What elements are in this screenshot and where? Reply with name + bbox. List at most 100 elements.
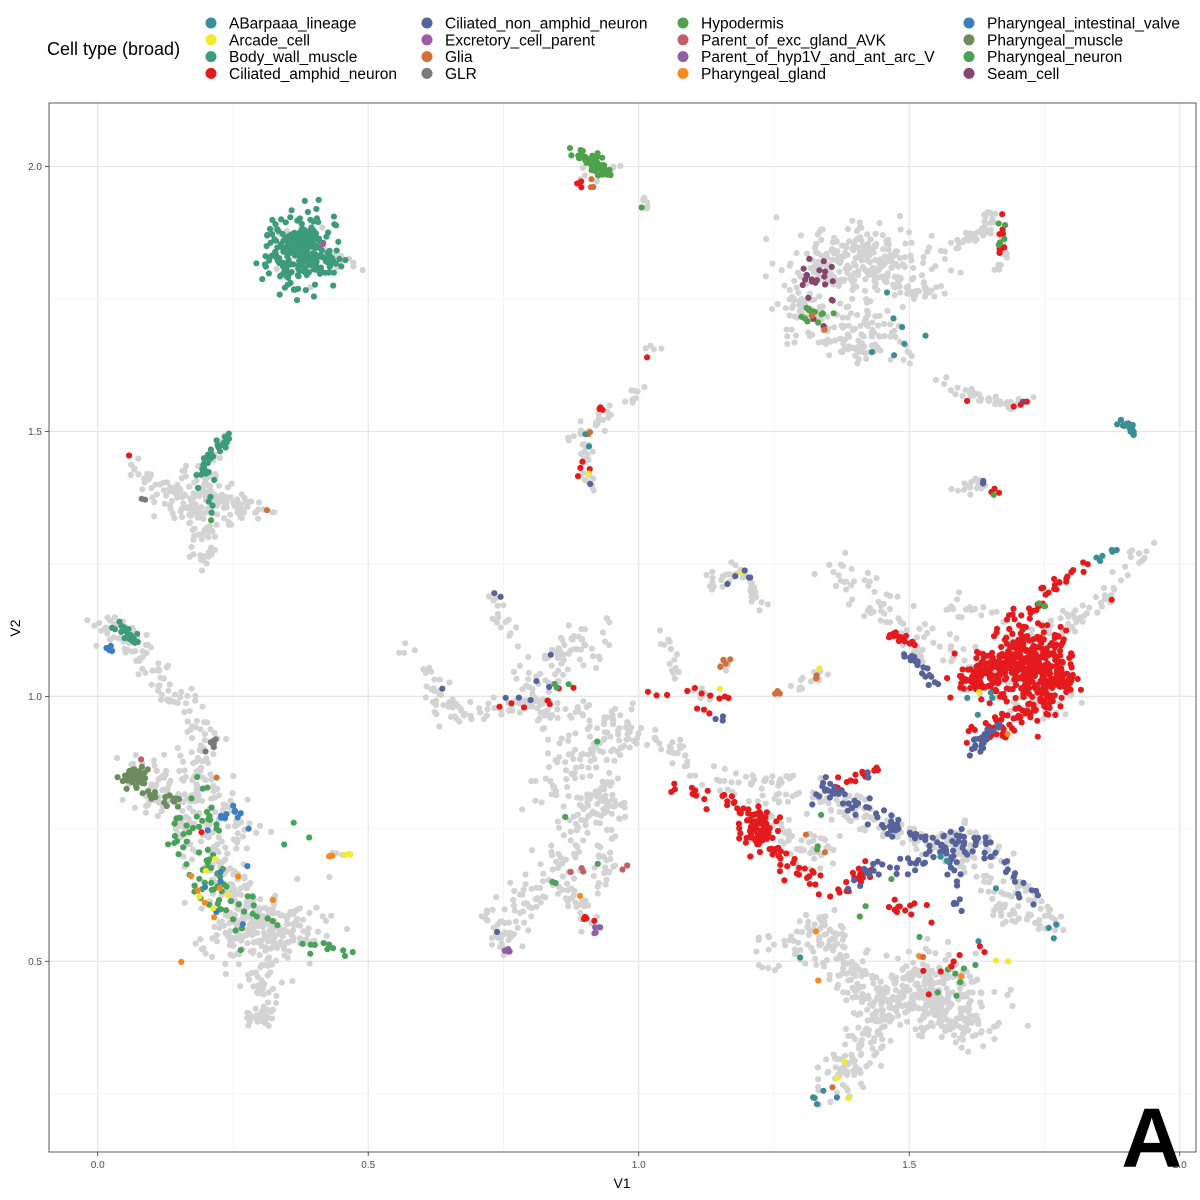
data-point-unlabelled: [786, 262, 793, 269]
data-point-unlabelled: [857, 1010, 864, 1017]
data-point-unlabelled: [703, 571, 710, 579]
data-point-unlabelled: [790, 772, 797, 779]
data-point-unlabelled: [899, 303, 906, 311]
data-point-pharyngeal-neuron: [281, 841, 288, 848]
data-point-unlabelled: [571, 852, 579, 859]
data-point-unlabelled: [911, 288, 918, 295]
data-point-unlabelled: [785, 816, 793, 823]
data-point-unlabelled: [528, 703, 536, 710]
data-point-unlabelled: [785, 798, 792, 805]
data-point-unlabelled: [516, 662, 524, 669]
data-point-unlabelled: [901, 263, 909, 270]
data-point-unlabelled: [156, 799, 163, 806]
data-point-unlabelled: [686, 772, 694, 779]
data-point-unlabelled: [812, 249, 820, 256]
data-point-ciliated-amphid-neuron: [893, 908, 901, 916]
data-point-ciliated-amphid-neuron: [1056, 579, 1063, 586]
data-point-unlabelled: [642, 345, 649, 352]
data-point-unlabelled: [560, 832, 567, 839]
data-point-abarpaaa-lineage: [974, 711, 981, 718]
data-point-ciliated-amphid-neuron: [1057, 652, 1064, 659]
data-point-unlabelled: [175, 488, 182, 495]
data-point-body-wall-muscle: [266, 254, 273, 261]
data-point-unlabelled: [954, 487, 962, 494]
data-point-ciliated-amphid-neuron: [737, 830, 744, 837]
data-point-unlabelled: [872, 256, 879, 264]
data-point-unlabelled: [840, 1064, 847, 1071]
data-point-unlabelled: [545, 736, 552, 743]
data-point-unlabelled: [814, 1064, 822, 1071]
data-point-unlabelled: [866, 578, 873, 585]
data-point-body-wall-muscle: [291, 252, 299, 259]
data-point-unlabelled: [609, 711, 616, 718]
data-point-arcade-cell: [716, 686, 723, 693]
data-point-unlabelled: [540, 870, 547, 877]
data-point-unlabelled: [889, 993, 896, 1001]
data-point-unlabelled: [537, 899, 544, 906]
data-point-unlabelled: [973, 1013, 980, 1020]
data-point-unlabelled: [227, 928, 234, 935]
data-point-pharyngeal-neuron: [183, 838, 190, 845]
data-point-unlabelled: [873, 575, 880, 582]
data-point-unlabelled: [1007, 398, 1014, 406]
data-point-unlabelled: [811, 571, 818, 578]
data-point-unlabelled: [603, 876, 610, 883]
data-point-unlabelled: [953, 1015, 960, 1022]
data-point-unlabelled: [775, 790, 783, 797]
data-point-unlabelled: [156, 481, 163, 488]
data-point-unlabelled: [579, 711, 586, 718]
data-point-unlabelled: [168, 497, 175, 505]
data-point-unlabelled: [155, 687, 162, 694]
data-point-unlabelled: [1135, 550, 1143, 557]
data-point-unlabelled: [568, 635, 575, 642]
data-point-hypodermis: [990, 491, 997, 498]
data-point-ciliated-amphid-neuron: [508, 700, 515, 707]
data-point-ciliated-amphid-neuron: [756, 848, 764, 856]
data-point-unlabelled: [566, 817, 573, 824]
data-point-unlabelled: [227, 511, 234, 518]
data-point-ciliated-non-amphid-neuron: [587, 480, 594, 487]
data-point-unlabelled: [192, 697, 199, 704]
data-point-unlabelled: [491, 704, 498, 712]
data-point-ciliated-amphid-neuron: [761, 818, 768, 825]
data-point-pharyngeal-neuron: [552, 879, 559, 887]
data-point-ciliated-amphid-neuron: [963, 677, 970, 685]
data-point-unlabelled: [933, 284, 940, 291]
data-point-unlabelled: [561, 641, 568, 649]
data-point-ciliated-amphid-neuron: [1008, 725, 1016, 732]
data-point-unlabelled: [863, 268, 870, 275]
data-point-unlabelled: [296, 922, 303, 929]
data-point-ciliated-amphid-neuron: [1059, 673, 1066, 681]
data-point-unlabelled: [600, 736, 607, 744]
data-point-unlabelled: [247, 879, 254, 887]
data-point-ciliated-amphid-neuron: [1040, 629, 1047, 636]
data-point-unlabelled: [864, 231, 871, 238]
data-point-seam-cell: [816, 267, 823, 274]
data-point-unlabelled: [745, 798, 752, 805]
data-point-unlabelled: [593, 764, 600, 771]
data-point-unlabelled: [269, 985, 276, 993]
data-point-unlabelled: [556, 647, 564, 654]
data-point-unlabelled: [936, 1014, 943, 1021]
legend: Cell type (broad) ABarpaaa_lineageArcade…: [47, 16, 1180, 83]
data-point-unlabelled: [855, 356, 862, 363]
data-point-unlabelled: [836, 268, 843, 275]
legend-key: [677, 51, 689, 63]
data-point-unlabelled: [961, 1005, 968, 1012]
data-point-unlabelled: [274, 910, 282, 917]
data-point-unlabelled: [204, 505, 211, 512]
data-point-ciliated-amphid-neuron: [993, 625, 1001, 632]
data-point-unlabelled: [577, 795, 584, 802]
data-point-unlabelled: [830, 943, 838, 950]
data-point-body-wall-muscle: [326, 247, 333, 254]
data-point-unlabelled: [542, 894, 549, 901]
data-point-unlabelled: [674, 750, 681, 757]
data-point-hypodermis: [818, 311, 825, 318]
data-point-unlabelled: [216, 454, 223, 462]
data-point-ciliated-amphid-neuron: [852, 778, 859, 785]
data-point-unlabelled: [869, 319, 876, 326]
data-point-unlabelled: [975, 1021, 982, 1028]
data-point-unlabelled: [910, 274, 917, 282]
data-point-ciliated-non-amphid-neuron: [908, 652, 916, 660]
data-point-body-wall-muscle: [204, 459, 211, 467]
